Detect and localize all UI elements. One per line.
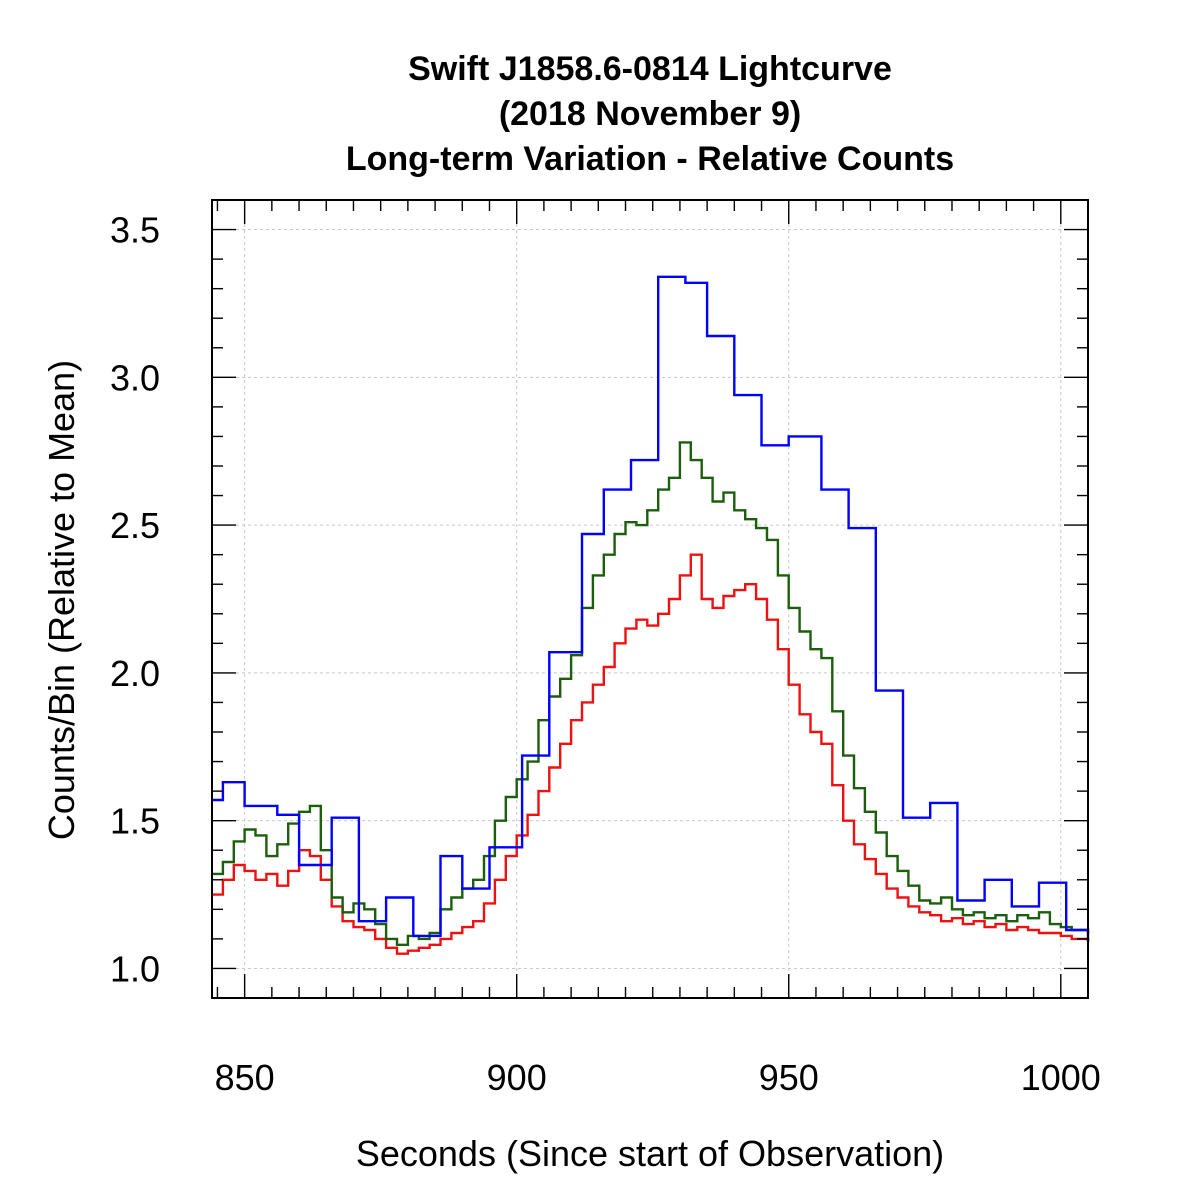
y-axis-label: Counts/Bin (Relative to Mean) [41, 360, 82, 840]
series-line-0 [212, 275, 1090, 942]
chart-title-line-2: (2018 November 9) [499, 95, 801, 133]
tick-labels: 850 900 950 1000 1.0 1.5 2.0 2.5 3.0 3.5 [110, 210, 1101, 1098]
chart-title-line-1: Swift J1858.6-0814 Lightcurve [408, 50, 892, 88]
series-line-1 [212, 441, 1090, 946]
y-tick-label: 2.5 [110, 505, 160, 546]
x-axis-label: Seconds (Since start of Observation) [356, 1133, 944, 1174]
y-tick-label: 1.0 [110, 948, 160, 989]
y-tick-label: 1.5 [110, 801, 160, 842]
x-tick-label: 1000 [1021, 1057, 1101, 1098]
plot-series [212, 275, 1090, 955]
x-tick-label: 900 [487, 1057, 547, 1098]
x-tick-label: 850 [215, 1057, 275, 1098]
y-tick-label: 2.0 [110, 653, 160, 694]
plot-frame [211, 199, 1089, 999]
y-tick-label: 3.0 [110, 357, 160, 398]
y-tick-label: 3.5 [110, 210, 160, 251]
x-tick-label: 950 [759, 1057, 819, 1098]
chart-title-line-3: Long-term Variation - Relative Counts [346, 140, 954, 178]
grid [212, 200, 1088, 998]
series-line-2 [212, 553, 1090, 955]
